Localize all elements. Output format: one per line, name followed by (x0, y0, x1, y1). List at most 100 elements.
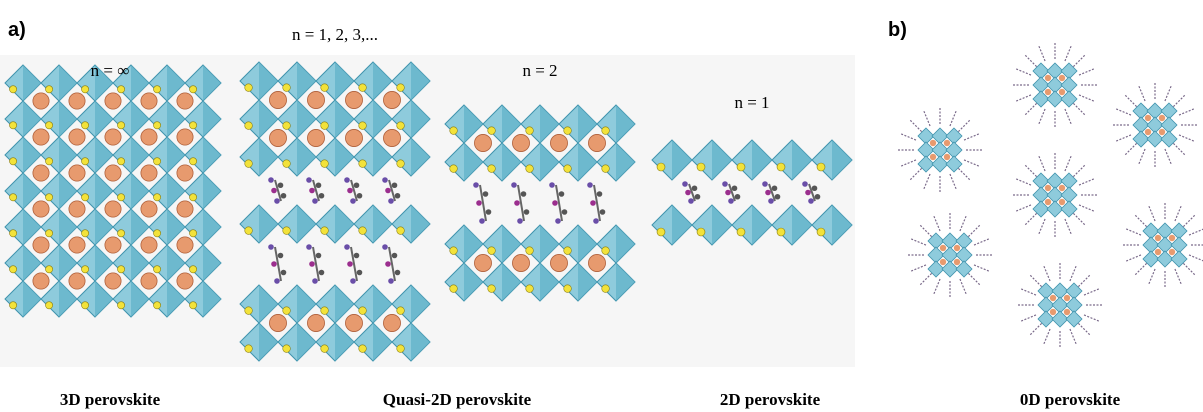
cation (550, 254, 568, 272)
octahedron-face (23, 209, 41, 245)
cation (1144, 114, 1152, 122)
ligand (1064, 45, 1072, 62)
octahedron-face (672, 140, 692, 180)
organic-atom (385, 261, 391, 267)
octahedron (1132, 130, 1150, 148)
cation (307, 91, 325, 109)
cation (68, 128, 86, 146)
organic-atom (356, 192, 363, 199)
halide (45, 85, 53, 94)
cation (1044, 74, 1052, 82)
octahedron-face (672, 205, 692, 245)
octahedron-face (335, 205, 354, 243)
ligand (923, 173, 931, 190)
organic-atom (306, 244, 312, 250)
caption: Quasi-2D perovskite (383, 390, 532, 409)
octahedron-face (131, 209, 149, 245)
halide (9, 157, 17, 166)
ligand (1069, 328, 1077, 345)
organic-atom (306, 177, 312, 183)
halide (244, 83, 253, 92)
ligand (1024, 54, 1038, 68)
halide (81, 193, 89, 202)
organic-atom (549, 182, 555, 188)
octahedron (1160, 130, 1178, 148)
organic-atom (315, 182, 322, 189)
organic-atom (814, 193, 821, 200)
ligand (1178, 134, 1195, 142)
cation (32, 128, 50, 146)
octahedron (1065, 310, 1083, 328)
octahedron (927, 260, 945, 278)
halide (45, 193, 53, 202)
ligand (1020, 288, 1037, 296)
organic-atom (694, 193, 701, 200)
halide (601, 246, 610, 255)
halide (696, 227, 706, 237)
halide (9, 121, 17, 130)
octahedron-face (792, 205, 812, 245)
organic-atom (593, 218, 599, 224)
octahedron-face (23, 101, 41, 137)
octahedron-face (578, 105, 597, 143)
cation (929, 139, 937, 147)
ligand (1020, 314, 1037, 322)
halide (563, 246, 572, 255)
ligand (967, 272, 981, 286)
organic-chain (312, 246, 320, 282)
halide (9, 301, 17, 310)
cation (140, 272, 158, 290)
halide (816, 227, 826, 237)
organic-atom (514, 200, 520, 206)
halide (81, 301, 89, 310)
ligand (1083, 288, 1100, 296)
octahedron-face (712, 140, 732, 180)
organic-atom (517, 218, 523, 224)
organic-atom (523, 209, 530, 215)
organic-atom (312, 198, 318, 204)
halide (656, 162, 666, 172)
ligand (1029, 322, 1043, 336)
ligand (1182, 214, 1196, 228)
ligand (1115, 108, 1132, 116)
halide (449, 246, 458, 255)
cation (1168, 234, 1176, 242)
ligand (1038, 155, 1046, 172)
ligand (967, 224, 981, 238)
octahedron-face (335, 100, 354, 138)
halide (396, 306, 405, 315)
cation (68, 236, 86, 254)
octahedron-face (23, 281, 41, 317)
ligand (1134, 214, 1148, 228)
organic-atom (385, 187, 391, 194)
panel-a-background (0, 55, 855, 367)
organic-chain (350, 179, 358, 202)
ligand (1124, 94, 1138, 108)
octahedron-face (411, 205, 430, 243)
halide (244, 159, 253, 168)
octahedron-face (95, 209, 113, 245)
organic-atom (482, 191, 489, 197)
octahedron-face (502, 263, 521, 301)
halide (320, 306, 329, 315)
octahedron (941, 260, 959, 278)
ligand (910, 264, 927, 272)
octahedron-face (297, 62, 316, 100)
halide (45, 229, 53, 238)
structures (4, 43, 1203, 362)
halide (282, 344, 291, 353)
octahedron-face (59, 173, 77, 209)
octahedron-face (95, 281, 113, 317)
halide (320, 83, 329, 92)
halide (358, 306, 367, 315)
ligand (1015, 204, 1032, 212)
octahedron-face (203, 245, 221, 281)
organic-chain (808, 183, 816, 202)
panel-label: b) (888, 19, 907, 41)
octahedron-face (540, 225, 559, 263)
ligand (949, 110, 957, 127)
octahedron-face (131, 137, 149, 173)
ligand (1138, 148, 1146, 165)
ligand (1172, 142, 1186, 156)
ligand (933, 215, 941, 232)
